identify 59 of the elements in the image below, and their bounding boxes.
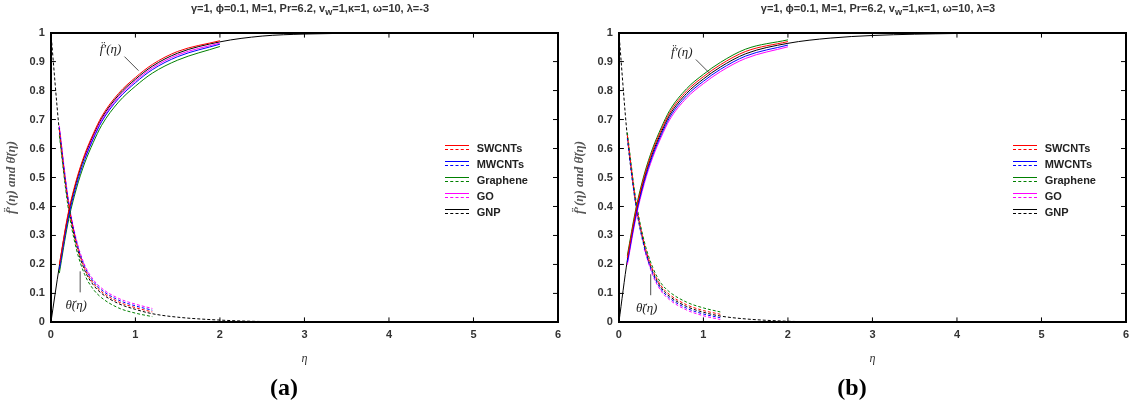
y-tick-label: 0.9: [29, 54, 45, 67]
legend-label: MWCNTs: [1044, 158, 1093, 170]
x-tick-label: 5: [470, 328, 477, 341]
x-tick-label: 4: [385, 328, 393, 341]
y-tick-label: 0.9: [597, 54, 613, 67]
legend-label: SWCNTs: [1044, 142, 1091, 154]
annotation: θ̈(η): [635, 300, 658, 316]
chart-title: γ=1, ϕ=0.1, M=1, Pr=6.2, v$_{w}$=1,κ=1, ω=10, λ=3: [759, 2, 997, 18]
x-tick-label: 3: [869, 328, 876, 341]
text: (b): [836, 374, 868, 401]
y-tick-label: 0: [606, 315, 613, 328]
legend-label: SWCNTs: [476, 142, 523, 154]
line-series: [84, 42, 221, 159]
y-tick-label: 0.7: [597, 112, 613, 125]
legend-label: MWCNTs: [476, 158, 525, 170]
legend-label: GO: [1044, 190, 1062, 202]
y-tick-label: 0.8: [29, 83, 45, 96]
y-tick-label: 0.5: [29, 170, 45, 183]
chart-title: γ=1, ϕ=0.1, M=1, Pr=6.2, v$_{w}$=1,κ=1, ω=10, λ=-3: [189, 2, 431, 18]
y-axis-title: f̈′(η) and θ̈(η): [571, 140, 587, 215]
y-tick-label: 0.2: [29, 257, 45, 270]
legend-label: GO: [476, 190, 494, 202]
y-tick-label: 1: [38, 25, 45, 38]
legend-label: GNP: [1044, 206, 1069, 218]
y-tick-label: 0.5: [597, 170, 613, 183]
y-tick-label: 0.1: [597, 286, 613, 299]
y-tick-label: 0: [38, 315, 45, 328]
x-tick-label: 6: [1122, 328, 1130, 341]
y-tick-label: 1: [606, 25, 613, 38]
x-axis-title: η: [301, 350, 308, 365]
x-tick-label: 2: [216, 328, 223, 341]
y-tick-label: 0.2: [597, 257, 613, 270]
y-tick-label: 0.7: [29, 112, 45, 125]
x-tick-label: 1: [132, 328, 139, 341]
x-tick-label: 5: [1038, 328, 1045, 341]
legend-label: Graphene: [476, 174, 528, 186]
x-tick-label: 4: [953, 328, 961, 341]
x-tick-label: 6: [554, 328, 562, 341]
annotation: f̈′(η): [671, 43, 693, 59]
y-tick-label: 0.1: [29, 286, 45, 299]
y-tick-label: 0.4: [597, 199, 614, 212]
x-tick-label: 0: [615, 328, 622, 341]
y-tick-label: 0.4: [29, 199, 46, 212]
x-tick-label: 3: [301, 328, 308, 341]
annotation: f̈′(η): [99, 40, 122, 56]
legend-label: GNP: [476, 206, 501, 218]
legend-label: Graphene: [1044, 174, 1096, 186]
x-tick-label: 1: [700, 328, 707, 341]
annotation: θ̈(η): [65, 297, 87, 313]
y-tick-label: 0.3: [597, 228, 613, 241]
y-tick-label: 0.3: [29, 228, 45, 241]
y-tick-label: 0.8: [597, 83, 613, 96]
y-axis-title: f̈′(η) and θ̈(η): [3, 140, 19, 215]
y-tick-label: 0.6: [29, 141, 45, 154]
x-tick-label: 0: [47, 328, 54, 341]
x-axis-title: η: [869, 350, 876, 365]
y-tick-label: 0.6: [597, 141, 613, 154]
x-tick-label: 2: [784, 328, 791, 341]
text: (a): [269, 374, 299, 401]
